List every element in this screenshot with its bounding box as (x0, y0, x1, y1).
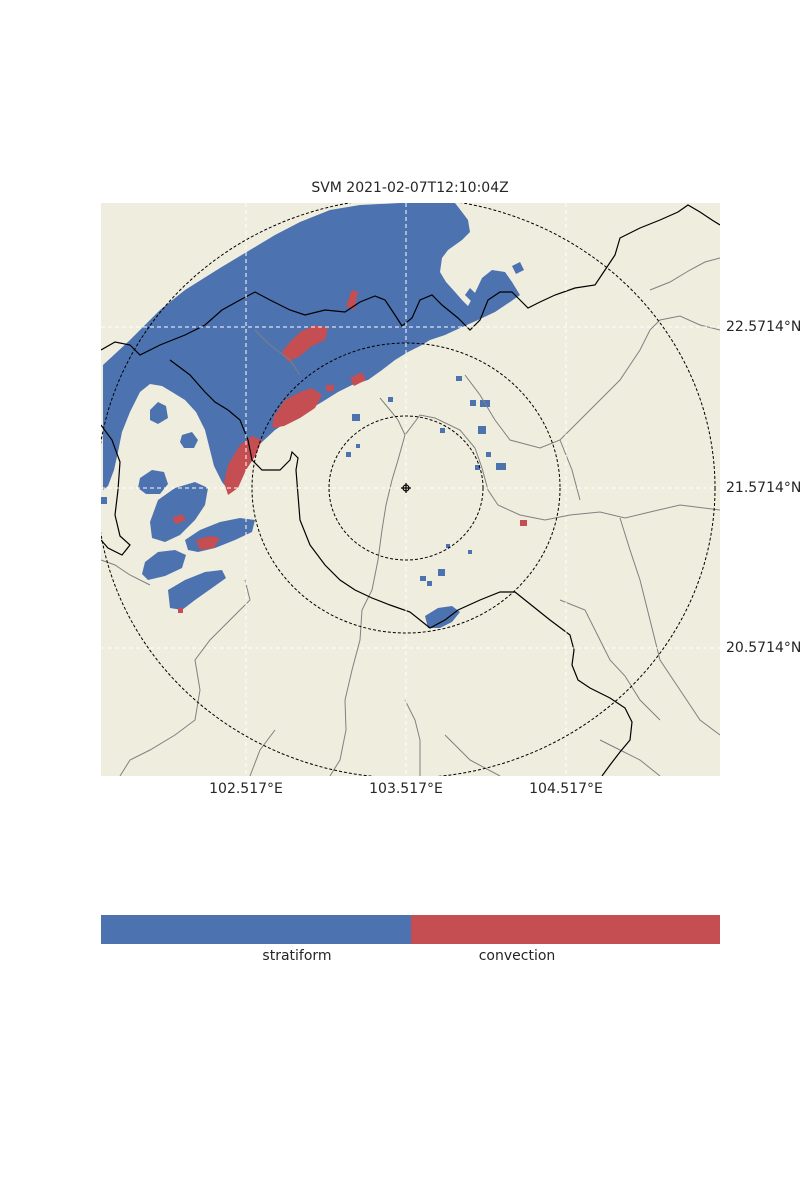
range-ring-outer (101, 203, 716, 776)
convection-band-3 (224, 436, 262, 495)
colorbar-label-stratiform: stratiform (262, 948, 332, 964)
convection-cell-1 (196, 536, 220, 550)
lon-label-102.517: 102.517°E (209, 781, 283, 797)
province-boundaries (101, 257, 720, 776)
colorbar (101, 915, 720, 944)
convection-band-2 (272, 388, 322, 428)
range-rings (101, 203, 716, 776)
stratiform-cell-8 (425, 606, 460, 628)
stratiform-cell-7 (168, 570, 226, 610)
lat-label-22.5714: 22.5714°N (726, 319, 800, 335)
stratiform-cell-1 (150, 402, 168, 424)
colorbar-stratiform-swatch (101, 915, 411, 944)
stratiform-cell-2 (180, 432, 198, 448)
map-title: SVM 2021-02-07T12:10:04Z (311, 180, 509, 196)
lon-label-104.517: 104.517°E (529, 781, 603, 797)
convection-echo (172, 290, 527, 613)
convection-band-1 (282, 325, 328, 362)
country-borders (101, 204, 720, 776)
radar-site-marker (401, 483, 411, 493)
convection-cell-2 (172, 514, 186, 524)
range-ring-middle (251, 342, 561, 634)
radar-map (101, 203, 720, 776)
range-ring-inner (328, 415, 484, 561)
colorbar-convection-swatch (410, 915, 720, 944)
stratiform-cell-10 (512, 262, 524, 274)
lat-label-20.5714: 20.5714°N (726, 640, 800, 656)
stratiform-cell-6 (142, 550, 186, 580)
lat-label-21.5714: 21.5714°N (726, 480, 800, 496)
lon-label-103.517: 103.517°E (369, 781, 443, 797)
stratiform-region-main (103, 203, 520, 492)
stratiform-cell-9 (465, 288, 476, 302)
colorbar-label-convection: convection (478, 948, 556, 964)
stratiform-cell-4 (150, 482, 208, 542)
convection-streak-2 (350, 372, 366, 386)
